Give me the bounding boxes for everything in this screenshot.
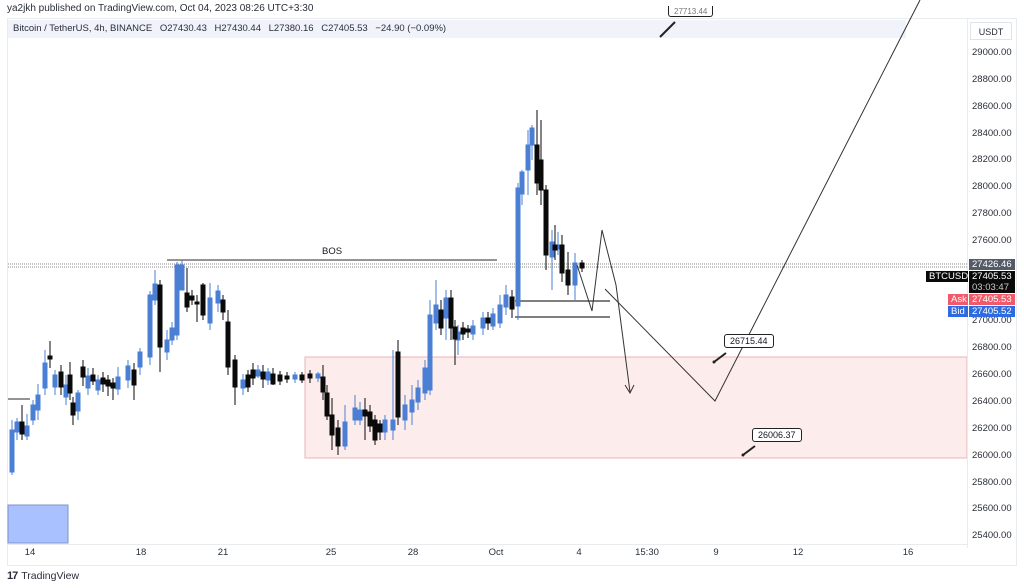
ohlc-high: H27430.44	[214, 23, 261, 34]
price-tick: 25800.00	[972, 477, 1012, 488]
price-tick: 26200.00	[972, 423, 1012, 434]
time-tick: 21	[217, 547, 229, 558]
ask-label: Ask	[948, 294, 968, 305]
tradingview-brand: TradingView	[21, 570, 80, 582]
time-axis[interactable]	[8, 544, 967, 545]
price-tick: 28600.00	[972, 101, 1012, 112]
price-tick: 25400.00	[972, 530, 1012, 541]
price-axis[interactable]	[967, 18, 1018, 548]
time-tick: 4	[576, 547, 582, 558]
candles	[9, 110, 585, 475]
ohlc-change: −24.90 (−0.09%)	[375, 23, 447, 34]
price-tick: 28800.00	[972, 74, 1012, 85]
time-tick: 15:30	[635, 547, 659, 558]
bid-price-badge: 27405.52	[969, 306, 1015, 317]
time-tick: 28	[407, 547, 419, 558]
crosshair-price-badge: 27426.46	[969, 259, 1015, 270]
ohlc-open: O27430.43	[159, 23, 207, 34]
time-tick: 25	[325, 547, 337, 558]
time-tick: 16	[902, 547, 914, 558]
chart-frame	[7, 18, 1017, 566]
price-tick: 28000.00	[972, 181, 1012, 192]
ask-price-badge: 27405.53	[969, 294, 1015, 305]
price-tick: 27000.00	[972, 315, 1012, 326]
time-tick: 9	[713, 547, 719, 558]
countdown-badge: 03:03:47	[969, 282, 1015, 293]
price-tick: 29000.00	[972, 47, 1012, 58]
last-price-badge: 27405.53	[969, 271, 1015, 282]
price-tick: 28400.00	[972, 128, 1012, 139]
publisher-line: ya2jkh published on TradingView.com, Oct…	[7, 3, 314, 14]
demand-zone	[304, 356, 968, 459]
symbol-legend: Bitcoin / TetherUS, 4h, BINANCE O27430.4…	[8, 20, 906, 38]
symbol-title[interactable]: Bitcoin / TetherUS, 4h, BINANCE	[13, 23, 153, 34]
blue-box	[7, 504, 69, 544]
ohlc-low: L27380.16	[268, 23, 314, 34]
projection-path	[604, 0, 921, 402]
tradingview-logo[interactable]: 17 TradingView	[7, 570, 79, 582]
price-callout-2[interactable]: 26006.37	[752, 428, 802, 442]
price-callout-1[interactable]: 26715.44	[724, 334, 774, 348]
price-tick: 27800.00	[972, 208, 1012, 219]
price-tick: 28200.00	[972, 154, 1012, 165]
bid-label: Bid	[948, 306, 968, 317]
time-tick: 18	[135, 547, 147, 558]
price-tick: 27600.00	[972, 235, 1012, 246]
currency-label[interactable]: USDT	[970, 22, 1012, 40]
projection-zigzag	[576, 229, 631, 393]
price-callout-top[interactable]: 27713.44	[668, 6, 714, 17]
price-tick: 26400.00	[972, 396, 1012, 407]
ohlc-close: C27405.53	[321, 23, 368, 34]
price-tick: 26800.00	[972, 342, 1012, 353]
price-tick: 26000.00	[972, 450, 1012, 461]
bos-label: BOS	[322, 246, 343, 257]
time-tick: 14	[24, 547, 36, 558]
tradingview-logo-icon: 17	[7, 570, 18, 582]
time-tick: 12	[792, 547, 804, 558]
price-tick: 26600.00	[972, 369, 1012, 380]
time-tick: Oct	[488, 547, 504, 558]
price-tick: 25600.00	[972, 503, 1012, 514]
symbol-badge: BTCUSDT	[926, 271, 974, 282]
